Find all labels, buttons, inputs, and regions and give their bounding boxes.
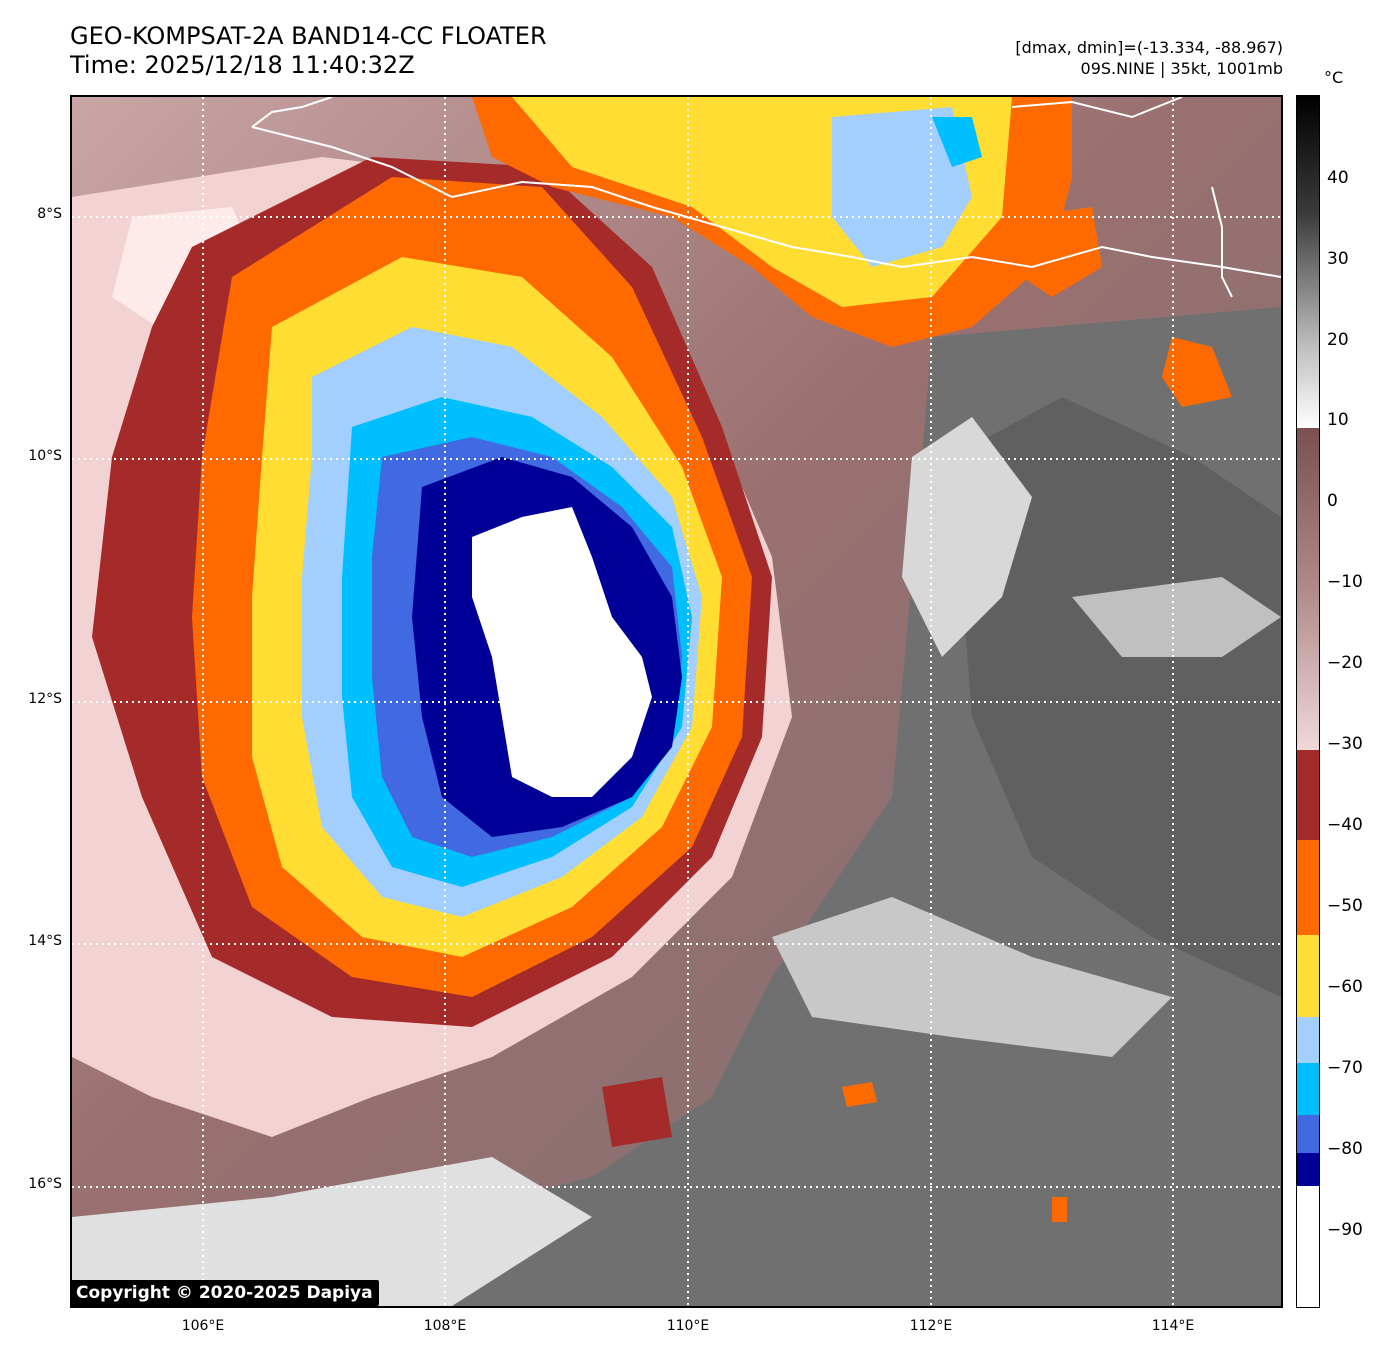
map-canvas (72, 97, 1281, 1306)
lat-label: 10°S (28, 448, 62, 464)
low-cloud-patch (902, 417, 1032, 657)
cloud-core-white (472, 507, 652, 797)
colorbar-tick: 40 (1327, 168, 1349, 188)
colorbar-tick: −80 (1327, 1139, 1363, 1159)
colorbar-unit: °C (1324, 68, 1344, 87)
lon-label: 108°E (423, 1318, 467, 1334)
coastline (1211, 186, 1233, 298)
low-cloud-patch (772, 897, 1172, 1057)
coastline (251, 97, 333, 128)
lon-label: 112°E (909, 1318, 953, 1334)
convection-cell (1162, 337, 1232, 407)
java-convection-lightblue (832, 107, 972, 267)
colorbar-tick: −10 (1327, 572, 1363, 592)
dark-gray-region (952, 397, 1281, 997)
lon-label: 114°E (1151, 1318, 1195, 1334)
satellite-map (70, 95, 1283, 1308)
colorbar-tick: 30 (1327, 249, 1349, 269)
convection-cell (1052, 1197, 1067, 1222)
colorbar-tick: −20 (1327, 653, 1363, 673)
chart-title: GEO-KOMPSAT-2A BAND14-CC FLOATER (70, 22, 547, 50)
lat-label: 12°S (28, 691, 62, 707)
colorbar-tick: −60 (1327, 977, 1363, 997)
convection-cell (1022, 207, 1102, 297)
convection-cell (842, 1082, 877, 1107)
colorbar-tick: −30 (1327, 734, 1363, 754)
java-convection-cyan (932, 117, 982, 167)
lat-label: 16°S (28, 1176, 62, 1192)
copyright-label: Copyright © 2020-2025 Dapiya (70, 1280, 379, 1306)
convection-cell (602, 1077, 672, 1147)
colorbar (1296, 95, 1320, 1308)
low-cloud-patch (1072, 577, 1281, 657)
coastline (251, 126, 1281, 278)
lon-label: 106°E (181, 1318, 225, 1334)
range-text: [dmax, dmin]=(-13.334, -88.967) (1015, 38, 1283, 57)
timestamp-title: Time: 2025/12/18 11:40:32Z (70, 51, 415, 79)
colorbar-canvas (1297, 96, 1319, 1307)
colorbar-tick: −50 (1327, 896, 1363, 916)
colorbar-tick: 0 (1327, 491, 1338, 511)
lon-label: 110°E (666, 1318, 710, 1334)
lat-label: 8°S (37, 206, 62, 222)
storm-info-text: 09S.NINE | 35kt, 1001mb (1080, 59, 1283, 78)
colorbar-tick: 10 (1327, 410, 1349, 430)
colorbar-tick: −40 (1327, 815, 1363, 835)
colorbar-tick: −90 (1327, 1220, 1363, 1240)
colorbar-tick: −70 (1327, 1058, 1363, 1078)
lat-label: 14°S (28, 933, 62, 949)
colorbar-tick: 20 (1327, 330, 1349, 350)
coastline (1011, 97, 1183, 119)
